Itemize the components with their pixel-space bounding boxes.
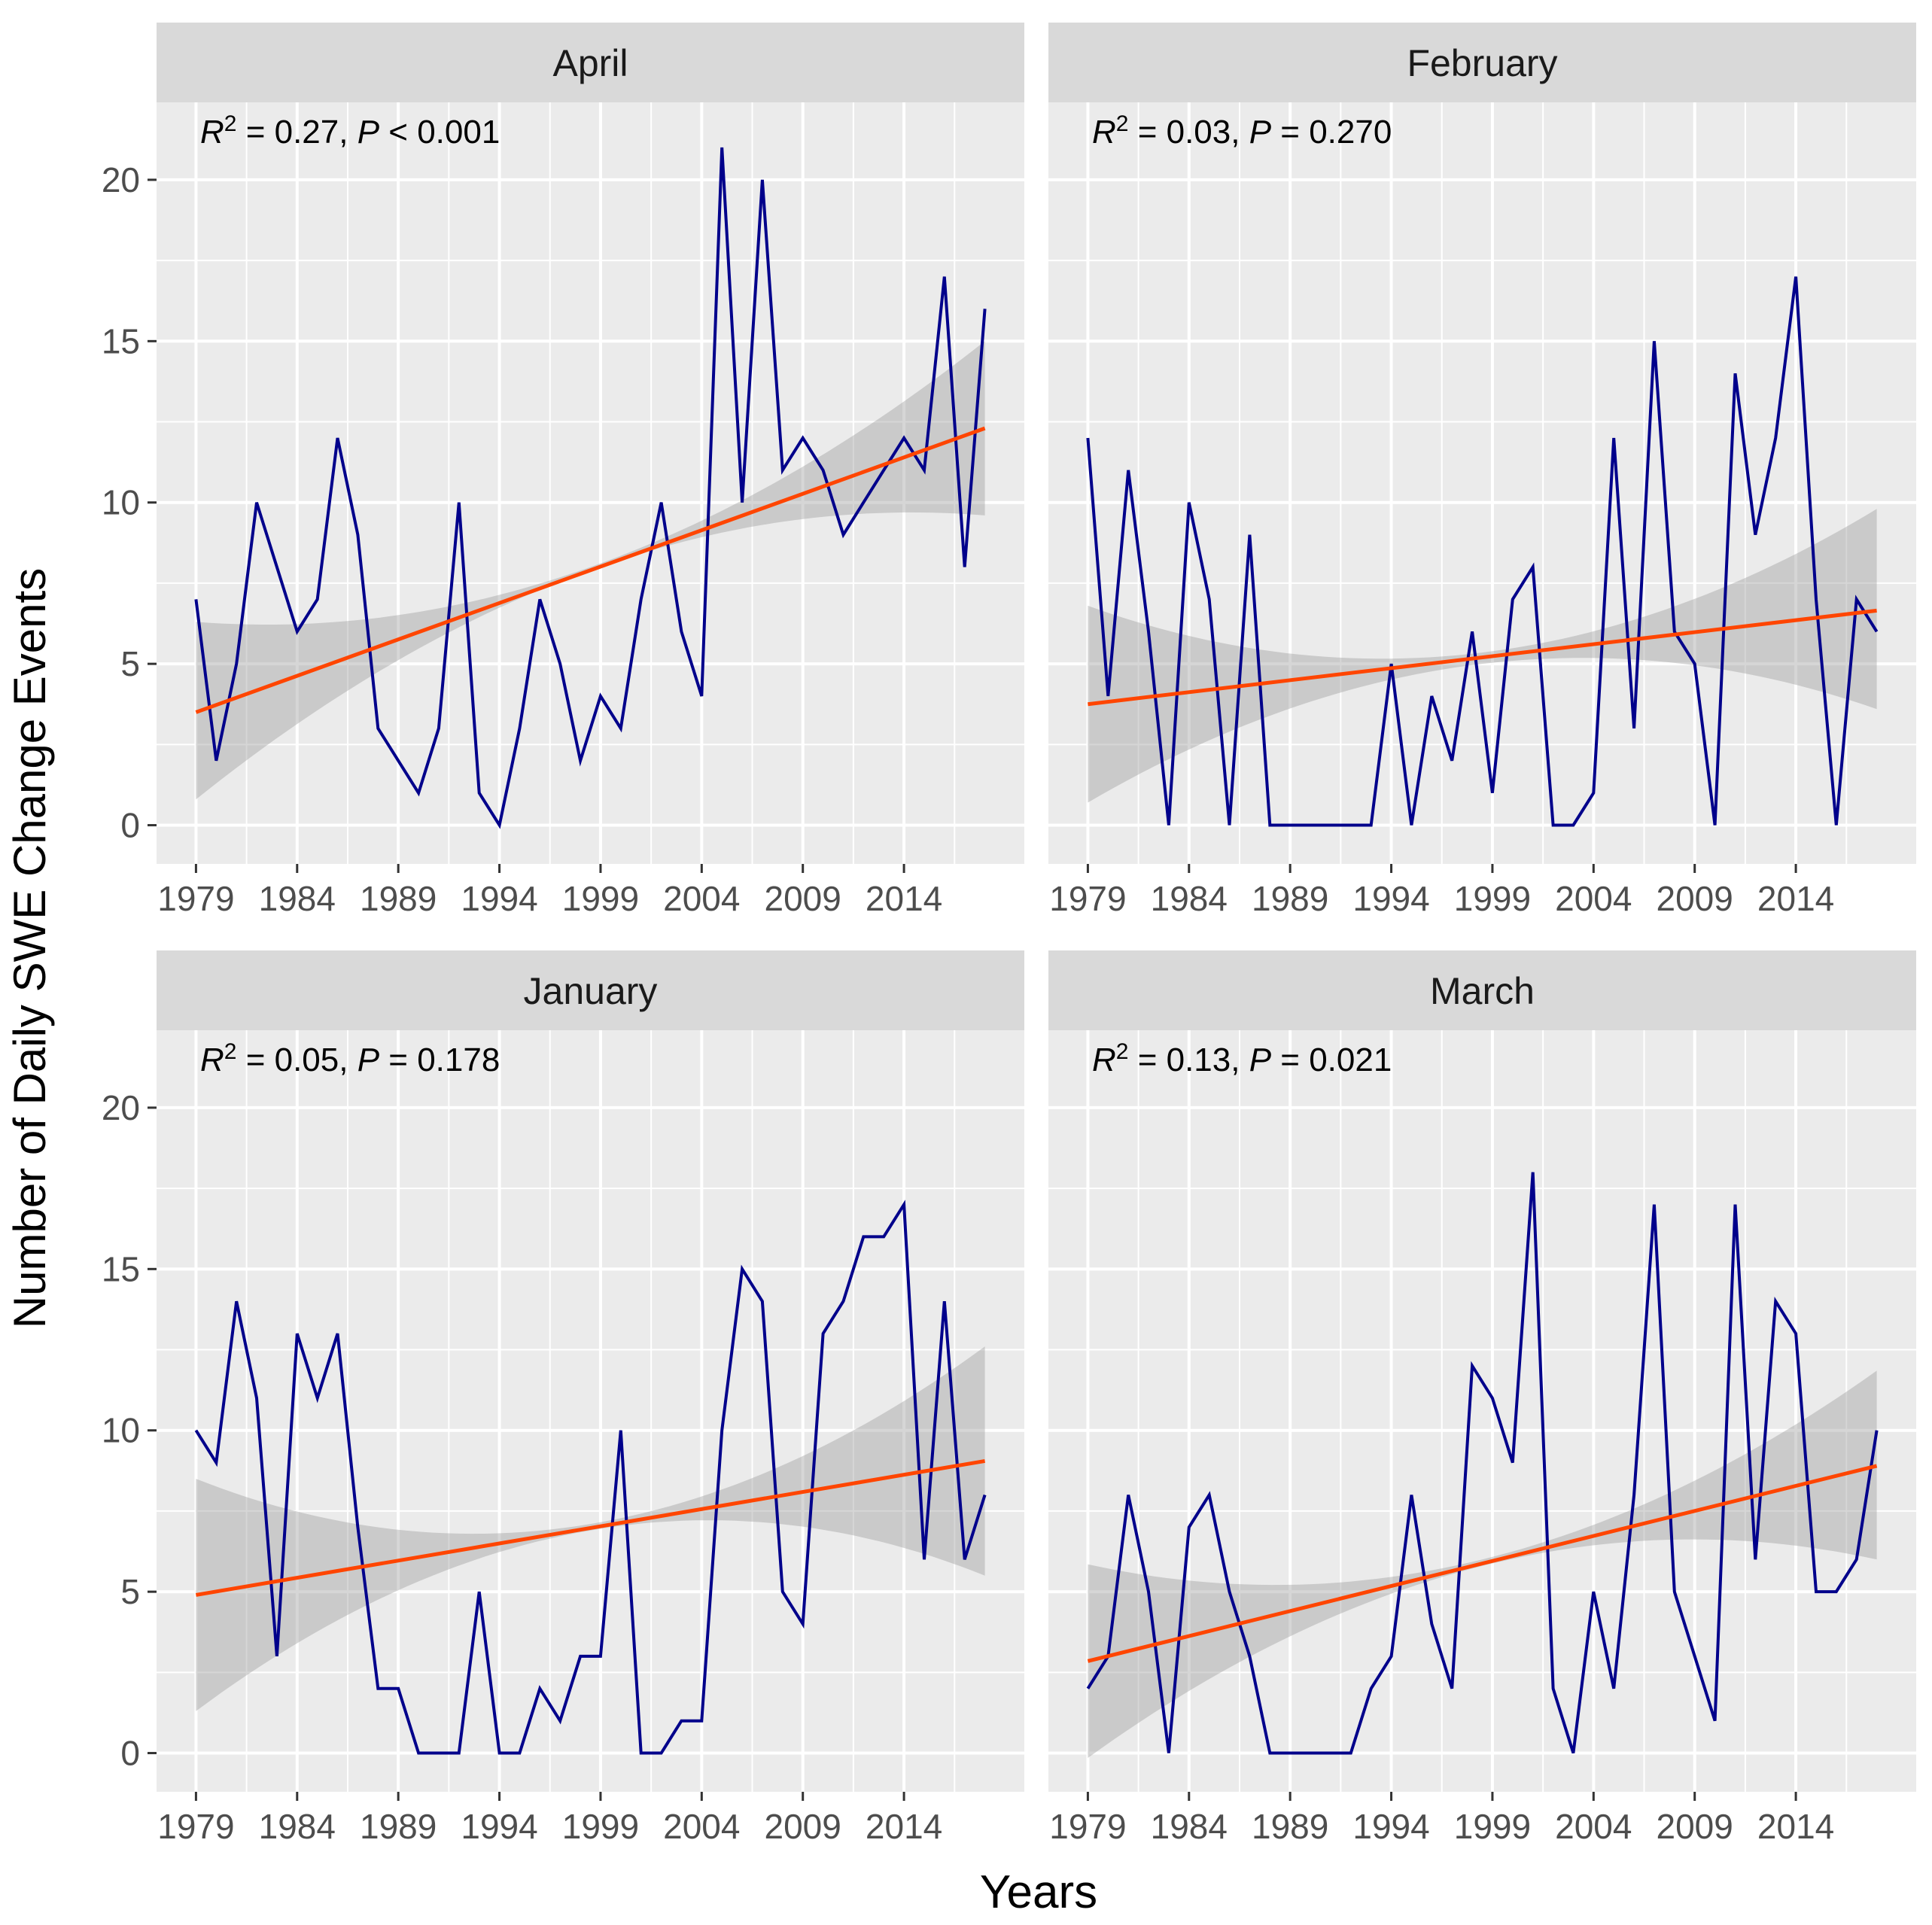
strip-title-february: February bbox=[1407, 42, 1557, 84]
r2-superscript: 2 bbox=[224, 111, 237, 136]
x-tick-label: 2014 bbox=[1757, 1807, 1834, 1846]
x-tick-label: 2004 bbox=[1555, 879, 1632, 918]
strip-april bbox=[157, 23, 1024, 102]
x-tick-label: 1984 bbox=[1151, 879, 1228, 918]
strip-february bbox=[1048, 23, 1916, 102]
x-tick-label: 1989 bbox=[1252, 1807, 1328, 1846]
x-tick-label: 2009 bbox=[1657, 1807, 1733, 1846]
series-line-january bbox=[194, 1200, 987, 1755]
x-tick-label: 2009 bbox=[765, 879, 841, 918]
x-tick-label: 1989 bbox=[360, 1807, 437, 1846]
y-tick-label: 15 bbox=[102, 321, 140, 360]
x-tick-label: 1999 bbox=[1454, 1807, 1531, 1846]
r2-value: = 0.27, bbox=[236, 114, 357, 151]
y-tick-label: 20 bbox=[102, 160, 140, 199]
panel-march: March 1979 1984 1989 1994 1999 2004 2009 2014 R2 … bbox=[1048, 950, 1916, 1846]
r2-symbol: R bbox=[1092, 1042, 1116, 1078]
x-tick-label: 2014 bbox=[1757, 879, 1834, 918]
x-tick-label: 1994 bbox=[1352, 1807, 1429, 1846]
x-tick-label: 2009 bbox=[765, 1807, 841, 1846]
stats-annotation-april: R2 = 0.27, P < 0.001 bbox=[200, 111, 500, 151]
x-axis-title: Years bbox=[980, 1866, 1097, 1918]
x-tick-label: 1994 bbox=[1352, 879, 1429, 918]
trend-line-january bbox=[195, 1459, 986, 1597]
y-tick-label: 0 bbox=[120, 1734, 140, 1773]
p-symbol: P bbox=[1249, 114, 1272, 151]
x-tick-label: 1994 bbox=[461, 879, 537, 918]
stats-annotation-february: R2 = 0.03, P = 0.270 bbox=[1092, 111, 1392, 151]
y-tick-label: 15 bbox=[102, 1249, 140, 1288]
x-tick-label: 2004 bbox=[663, 879, 740, 918]
series-line-april bbox=[194, 147, 987, 829]
panel-january: January 0 5 10 15 20 1979 1984 1989 1994 1999 2004 2… bbox=[102, 950, 1024, 1846]
x-tick-label: 2004 bbox=[663, 1807, 740, 1846]
y-tick-label: 5 bbox=[120, 1572, 140, 1611]
x-tick-label: 1979 bbox=[157, 879, 234, 918]
r2-value: = 0.03, bbox=[1128, 114, 1249, 151]
y-tick-label: 10 bbox=[102, 1411, 140, 1450]
strip-title-march: March bbox=[1430, 970, 1535, 1012]
r2-superscript: 2 bbox=[1116, 111, 1129, 136]
r2-symbol: R bbox=[200, 1042, 224, 1078]
r2-symbol: R bbox=[1092, 114, 1116, 151]
trend-line-april bbox=[195, 426, 986, 714]
x-tick-label: 2004 bbox=[1555, 1807, 1632, 1846]
panel-february: February 1979 1984 1989 1994 1999 2004 2009 2014… bbox=[1048, 23, 1916, 918]
x-tick-label: 1989 bbox=[1252, 879, 1328, 918]
x-tick-label: 1984 bbox=[1151, 1807, 1228, 1846]
p-value: = 0.270 bbox=[1271, 114, 1392, 151]
x-tick-label: 1999 bbox=[562, 1807, 639, 1846]
stats-annotation-january: R2 = 0.05, P = 0.178 bbox=[200, 1039, 500, 1079]
x-tick-label: 1994 bbox=[461, 1807, 537, 1846]
p-value: < 0.001 bbox=[379, 114, 500, 151]
plot-area-april bbox=[157, 102, 1024, 864]
strip-march bbox=[1048, 950, 1916, 1030]
series-line-february bbox=[1086, 276, 1879, 827]
x-tick-label: 1999 bbox=[1454, 879, 1531, 918]
strip-title-april: April bbox=[552, 42, 628, 84]
x-tick-label: 1984 bbox=[259, 879, 336, 918]
x-tick-label: 1979 bbox=[157, 1807, 234, 1846]
trend-line-march bbox=[1087, 1464, 1878, 1663]
x-tick-label: 1989 bbox=[360, 879, 437, 918]
r2-value: = 0.13, bbox=[1128, 1042, 1249, 1078]
r2-superscript: 2 bbox=[224, 1039, 237, 1064]
x-tick-label: 2014 bbox=[866, 879, 942, 918]
strip-january bbox=[157, 950, 1024, 1030]
x-tick-label: 2009 bbox=[1657, 879, 1733, 918]
y-tick-label: 10 bbox=[102, 483, 140, 522]
r2-superscript: 2 bbox=[1116, 1039, 1129, 1064]
stats-annotation-march: R2 = 0.13, P = 0.021 bbox=[1092, 1039, 1392, 1079]
plot-area-january bbox=[157, 1030, 1024, 1792]
x-tick-label: 1999 bbox=[562, 879, 639, 918]
series-line-march bbox=[1086, 1172, 1879, 1755]
p-value: = 0.021 bbox=[1271, 1042, 1392, 1078]
p-value: = 0.178 bbox=[379, 1042, 500, 1078]
y-tick-label: 0 bbox=[120, 806, 140, 845]
x-tick-label: 1979 bbox=[1049, 879, 1126, 918]
p-symbol: P bbox=[357, 114, 380, 151]
y-tick-label: 5 bbox=[120, 644, 140, 683]
y-tick-label: 20 bbox=[102, 1088, 140, 1127]
plot-area-february bbox=[1048, 102, 1916, 864]
p-symbol: P bbox=[357, 1042, 380, 1078]
r2-value: = 0.05, bbox=[236, 1042, 357, 1078]
x-tick-label: 2014 bbox=[866, 1807, 942, 1846]
y-axis-title: Number of Daily SWE Change Events bbox=[5, 568, 55, 1328]
trend-line-february bbox=[1088, 608, 1877, 707]
panel-april: April 0 5 10 15 20 1979 1984 1989 1994 1999 2004 200… bbox=[102, 23, 1024, 918]
p-symbol: P bbox=[1249, 1042, 1272, 1078]
x-tick-label: 1984 bbox=[259, 1807, 336, 1846]
strip-title-january: January bbox=[524, 970, 658, 1012]
x-tick-label: 1979 bbox=[1049, 1807, 1126, 1846]
r2-symbol: R bbox=[200, 114, 224, 151]
plot-area-march bbox=[1048, 1030, 1916, 1792]
